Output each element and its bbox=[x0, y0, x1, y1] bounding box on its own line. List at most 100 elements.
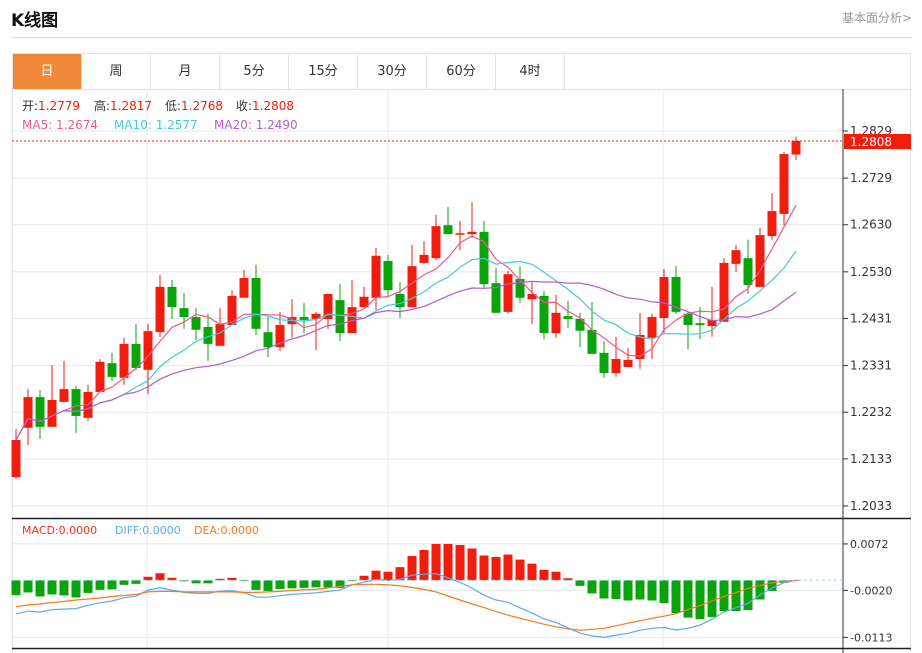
tab-5min[interactable]: 5分 bbox=[220, 54, 289, 89]
candle bbox=[755, 228, 765, 287]
candle-body bbox=[695, 323, 705, 326]
macd-bar bbox=[551, 571, 561, 581]
candle-body bbox=[779, 154, 789, 214]
macd-tick-label: 0.0072 bbox=[850, 538, 889, 551]
macd-bar bbox=[503, 554, 513, 581]
candle-body bbox=[515, 278, 525, 298]
tab-week[interactable]: 周 bbox=[82, 54, 151, 89]
candle-body bbox=[263, 332, 273, 348]
candle bbox=[731, 244, 741, 272]
candle bbox=[587, 301, 597, 354]
divider bbox=[13, 89, 911, 90]
macd-tick-label: -0.0113 bbox=[850, 631, 892, 644]
candle-body bbox=[407, 266, 417, 308]
low-value: 1.2768 bbox=[181, 99, 223, 113]
candle bbox=[503, 270, 513, 314]
high-label: 高: bbox=[94, 98, 110, 113]
macd-bar bbox=[767, 580, 777, 591]
macd-bar bbox=[743, 580, 753, 611]
candle bbox=[359, 286, 369, 308]
high-legend: 高:1.2817 bbox=[94, 98, 152, 113]
candle-body bbox=[203, 326, 213, 344]
macd-bar bbox=[635, 580, 645, 600]
candle-body bbox=[683, 313, 693, 326]
candle-body bbox=[227, 295, 237, 326]
candle bbox=[491, 268, 501, 313]
candle bbox=[155, 275, 165, 337]
candle-body bbox=[539, 295, 549, 334]
macd-bar bbox=[287, 580, 297, 589]
candle bbox=[275, 311, 285, 351]
macd-bar bbox=[179, 580, 189, 582]
candle bbox=[479, 220, 489, 289]
candle-body bbox=[155, 286, 165, 333]
macd-bar bbox=[167, 577, 177, 581]
candle bbox=[263, 317, 273, 358]
candle bbox=[371, 247, 381, 310]
candle-body bbox=[671, 277, 681, 312]
macd-bar bbox=[155, 573, 165, 581]
diff-line bbox=[15, 573, 797, 639]
tab-day[interactable]: 日 bbox=[13, 54, 82, 89]
candle-body bbox=[167, 286, 177, 308]
macd-bar bbox=[623, 580, 633, 601]
macd-bar bbox=[71, 580, 81, 598]
candle-body bbox=[179, 308, 189, 318]
fundamental-analysis-link[interactable]: 基本面分析> bbox=[841, 11, 912, 25]
tab-15min[interactable]: 15分 bbox=[289, 54, 358, 89]
candle bbox=[215, 308, 225, 346]
candle-body bbox=[275, 325, 285, 348]
macd-bar bbox=[647, 580, 657, 601]
candle-body bbox=[395, 293, 405, 308]
candle-body bbox=[311, 313, 321, 319]
macd-bar bbox=[383, 571, 393, 581]
candle-body bbox=[107, 363, 117, 377]
candle bbox=[599, 341, 609, 378]
macd-bar bbox=[587, 580, 597, 594]
tab-60min[interactable]: 60分 bbox=[427, 54, 496, 89]
macd-bar bbox=[491, 557, 501, 581]
ma20-legend: MA20: 1.2490 bbox=[214, 118, 298, 132]
candle bbox=[719, 258, 729, 322]
candle-body bbox=[419, 254, 429, 263]
candle-body bbox=[791, 140, 801, 155]
candle bbox=[71, 385, 81, 433]
tab-30min[interactable]: 30分 bbox=[358, 54, 427, 89]
macd-bar bbox=[227, 577, 237, 581]
candle bbox=[119, 337, 129, 385]
candle bbox=[239, 269, 249, 298]
macd-bar bbox=[143, 576, 153, 581]
macd-bar bbox=[119, 580, 129, 585]
tab-month[interactable]: 月 bbox=[151, 54, 220, 89]
candle-body bbox=[371, 255, 381, 298]
candle bbox=[647, 313, 657, 359]
y-tick-label: 1.2033 bbox=[850, 499, 892, 513]
macd-bar bbox=[191, 580, 201, 584]
macd-bar bbox=[683, 580, 693, 618]
macd-bar bbox=[539, 569, 549, 581]
candle bbox=[683, 312, 693, 350]
candle-body bbox=[635, 334, 645, 359]
ma5-line bbox=[15, 204, 797, 441]
macd-bar bbox=[263, 580, 273, 591]
candle bbox=[767, 193, 777, 240]
open-legend: 开:1.2779 bbox=[22, 99, 80, 113]
candle-body bbox=[563, 316, 573, 319]
tab-4hour[interactable]: 4时 bbox=[496, 54, 565, 89]
candle-body bbox=[119, 343, 129, 378]
ma10-legend: MA10: 1.2577 bbox=[114, 118, 198, 132]
low-label: 低: bbox=[165, 99, 181, 113]
candle-body bbox=[59, 389, 69, 402]
candle-body bbox=[647, 317, 657, 338]
macd-bar bbox=[23, 580, 33, 593]
macd-legend: MACD:0.0000 DIFF:0.0000 DEA:0.0000 bbox=[22, 524, 259, 537]
candle-body bbox=[707, 319, 717, 327]
macd-bar bbox=[47, 580, 57, 595]
candle-body bbox=[335, 300, 345, 334]
candle-body bbox=[551, 312, 561, 334]
macd-bar bbox=[755, 580, 765, 600]
macd-bar bbox=[251, 580, 261, 590]
candle bbox=[107, 352, 117, 382]
macd-bar bbox=[599, 580, 609, 599]
